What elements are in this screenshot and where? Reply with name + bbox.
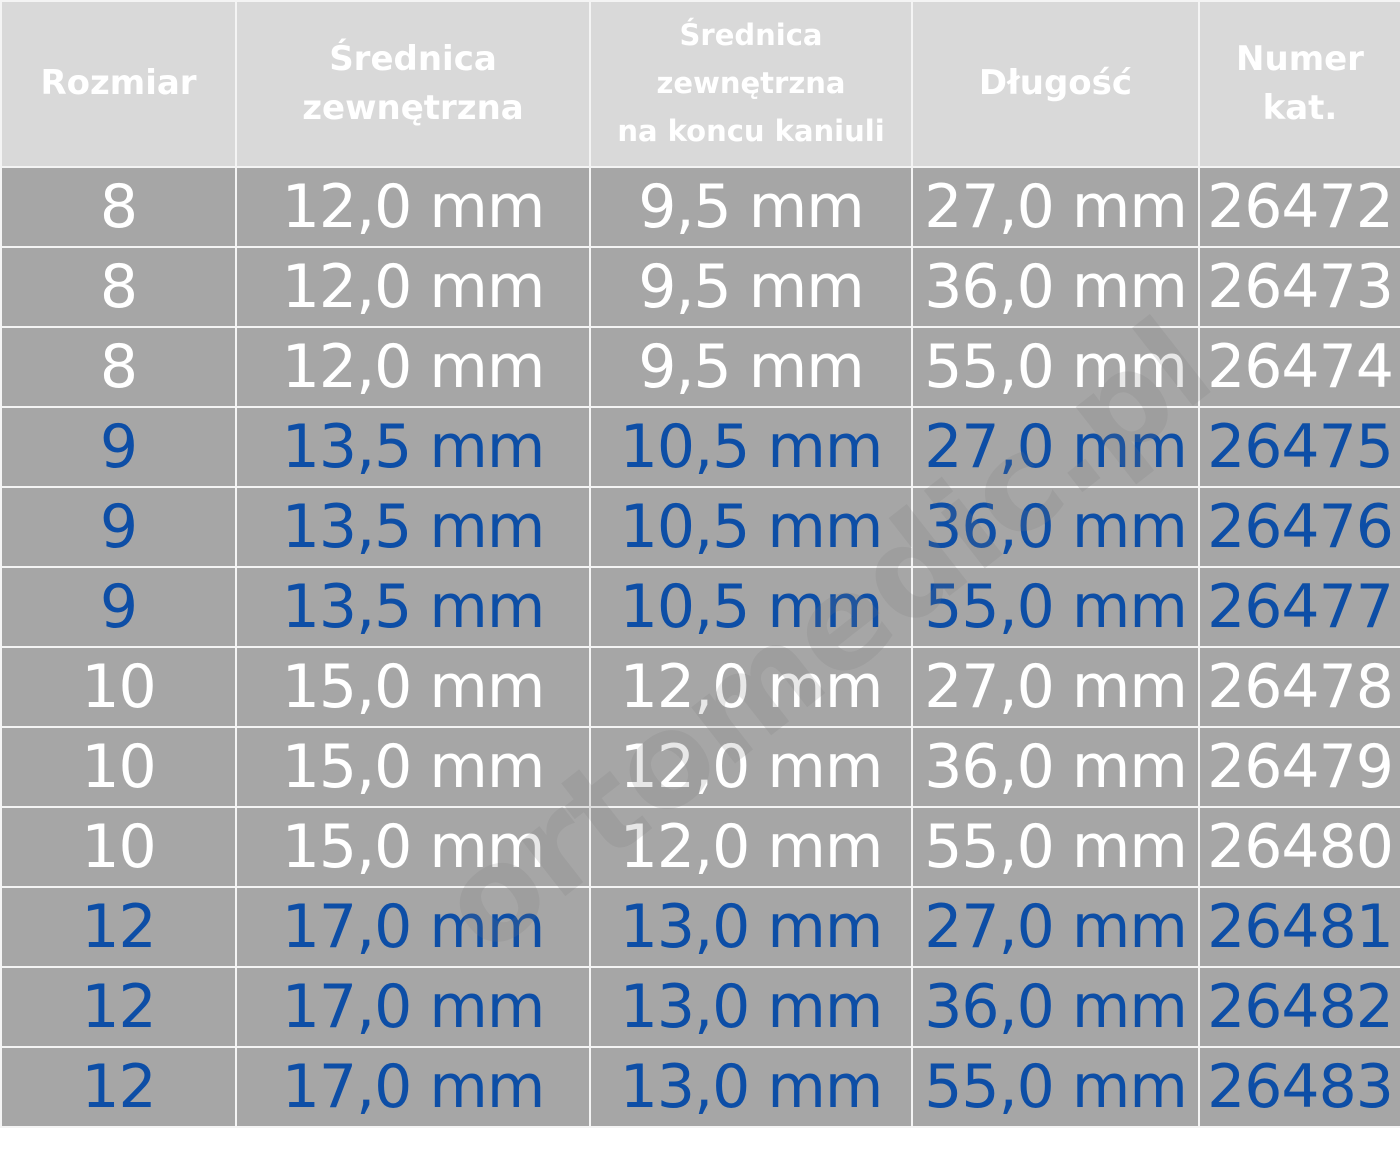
cell-tip-diameter: 9,5 mm [589,326,913,408]
cell-outer-diameter: 13,5 mm [235,566,591,648]
cell-length: 27,0 mm [911,886,1200,968]
cell-length: 55,0 mm [911,566,1200,648]
table-row: 9 13,5 mm 10,5 mm 36,0 mm 26476 [0,486,1400,568]
cell-catalog-number: 26473 [1198,246,1400,328]
table-row: 12 17,0 mm 13,0 mm 36,0 mm 26482 [0,966,1400,1048]
header-line: zewnętrzna [656,66,846,101]
cell-length: 36,0 mm [911,486,1200,568]
cell-length: 36,0 mm [911,966,1200,1048]
header-size: Rozmiar [0,0,237,168]
sizes-table: Rozmiar Średnica zewnętrzna Średnica zewnętr… [0,0,1400,1128]
cell-catalog-number: 26474 [1198,326,1400,408]
cell-length: 27,0 mm [911,646,1200,728]
cell-outer-diameter: 17,0 mm [235,1046,591,1128]
cell-tip-diameter: 12,0 mm [589,726,913,808]
cell-outer-diameter: 15,0 mm [235,806,591,888]
cell-outer-diameter: 15,0 mm [235,726,591,808]
cell-outer-diameter: 17,0 mm [235,966,591,1048]
cell-size: 10 [0,806,237,888]
cell-outer-diameter: 12,0 mm [235,166,591,248]
cell-size: 12 [0,886,237,968]
cell-tip-diameter: 13,0 mm [589,966,913,1048]
header-tip-diameter: Średnica zewnętrzna na koncu kaniuli [589,0,913,168]
cell-size: 8 [0,246,237,328]
cell-length: 36,0 mm [911,726,1200,808]
cell-catalog-number: 26479 [1198,726,1400,808]
cell-tip-diameter: 9,5 mm [589,166,913,248]
cell-catalog-number: 26477 [1198,566,1400,648]
cell-catalog-number: 26476 [1198,486,1400,568]
table-body: 8 12,0 mm 9,5 mm 27,0 mm 26472 8 12,0 mm 9,5 mm… [0,166,1400,1128]
cell-outer-diameter: 13,5 mm [235,486,591,568]
cell-catalog-number: 26481 [1198,886,1400,968]
table-row: 8 12,0 mm 9,5 mm 55,0 mm 26474 [0,326,1400,408]
cell-tip-diameter: 10,5 mm [589,566,913,648]
cell-outer-diameter: 15,0 mm [235,646,591,728]
cell-tip-diameter: 9,5 mm [589,246,913,328]
cell-size: 12 [0,1046,237,1128]
cell-tip-diameter: 13,0 mm [589,1046,913,1128]
header-line: Średnica [679,18,823,53]
table-row: 12 17,0 mm 13,0 mm 55,0 mm 26483 [0,1046,1400,1128]
cell-size: 8 [0,326,237,408]
header-length: Długość [911,0,1200,168]
table-row: 12 17,0 mm 13,0 mm 27,0 mm 26481 [0,886,1400,968]
cell-length: 36,0 mm [911,246,1200,328]
cell-tip-diameter: 13,0 mm [589,886,913,968]
cell-length: 55,0 mm [911,1046,1200,1128]
header-line: Średnica [329,38,497,79]
table-row: 9 13,5 mm 10,5 mm 27,0 mm 26475 [0,406,1400,488]
cell-catalog-number: 26478 [1198,646,1400,728]
cell-size: 9 [0,566,237,648]
cell-size: 9 [0,406,237,488]
table-row: 10 15,0 mm 12,0 mm 55,0 mm 26480 [0,806,1400,888]
cell-size: 8 [0,166,237,248]
table-row: 10 15,0 mm 12,0 mm 36,0 mm 26479 [0,726,1400,808]
header-line: na koncu kaniuli [617,113,885,148]
cell-length: 55,0 mm [911,326,1200,408]
header-outer-diameter: Średnica zewnętrzna [235,0,591,168]
table-row: 10 15,0 mm 12,0 mm 27,0 mm 26478 [0,646,1400,728]
cell-outer-diameter: 17,0 mm [235,886,591,968]
table-row: 9 13,5 mm 10,5 mm 55,0 mm 26477 [0,566,1400,648]
cell-length: 27,0 mm [911,166,1200,248]
table-row: 8 12,0 mm 9,5 mm 27,0 mm 26472 [0,166,1400,248]
cell-catalog-number: 26482 [1198,966,1400,1048]
cell-catalog-number: 26475 [1198,406,1400,488]
cell-size: 9 [0,486,237,568]
cell-length: 55,0 mm [911,806,1200,888]
cell-catalog-number: 26480 [1198,806,1400,888]
cell-outer-diameter: 12,0 mm [235,246,591,328]
cell-outer-diameter: 13,5 mm [235,406,591,488]
header-line: Rozmiar [40,63,197,104]
cell-outer-diameter: 12,0 mm [235,326,591,408]
cell-size: 12 [0,966,237,1048]
header-line: Numer [1236,38,1364,79]
header-line: Długość [978,63,1133,104]
cell-tip-diameter: 10,5 mm [589,406,913,488]
header-row: Rozmiar Średnica zewnętrzna Średnica zewnętr… [0,0,1400,168]
cell-length: 27,0 mm [911,406,1200,488]
cell-catalog-number: 26483 [1198,1046,1400,1128]
cell-size: 10 [0,726,237,808]
cell-size: 10 [0,646,237,728]
header-catalog-number: Numer kat. [1198,0,1400,168]
header-line: kat. [1262,88,1338,128]
header-line: zewnętrzna [302,88,524,128]
cell-tip-diameter: 12,0 mm [589,646,913,728]
cell-tip-diameter: 12,0 mm [589,806,913,888]
table-row: 8 12,0 mm 9,5 mm 36,0 mm 26473 [0,246,1400,328]
cell-catalog-number: 26472 [1198,166,1400,248]
cell-tip-diameter: 10,5 mm [589,486,913,568]
